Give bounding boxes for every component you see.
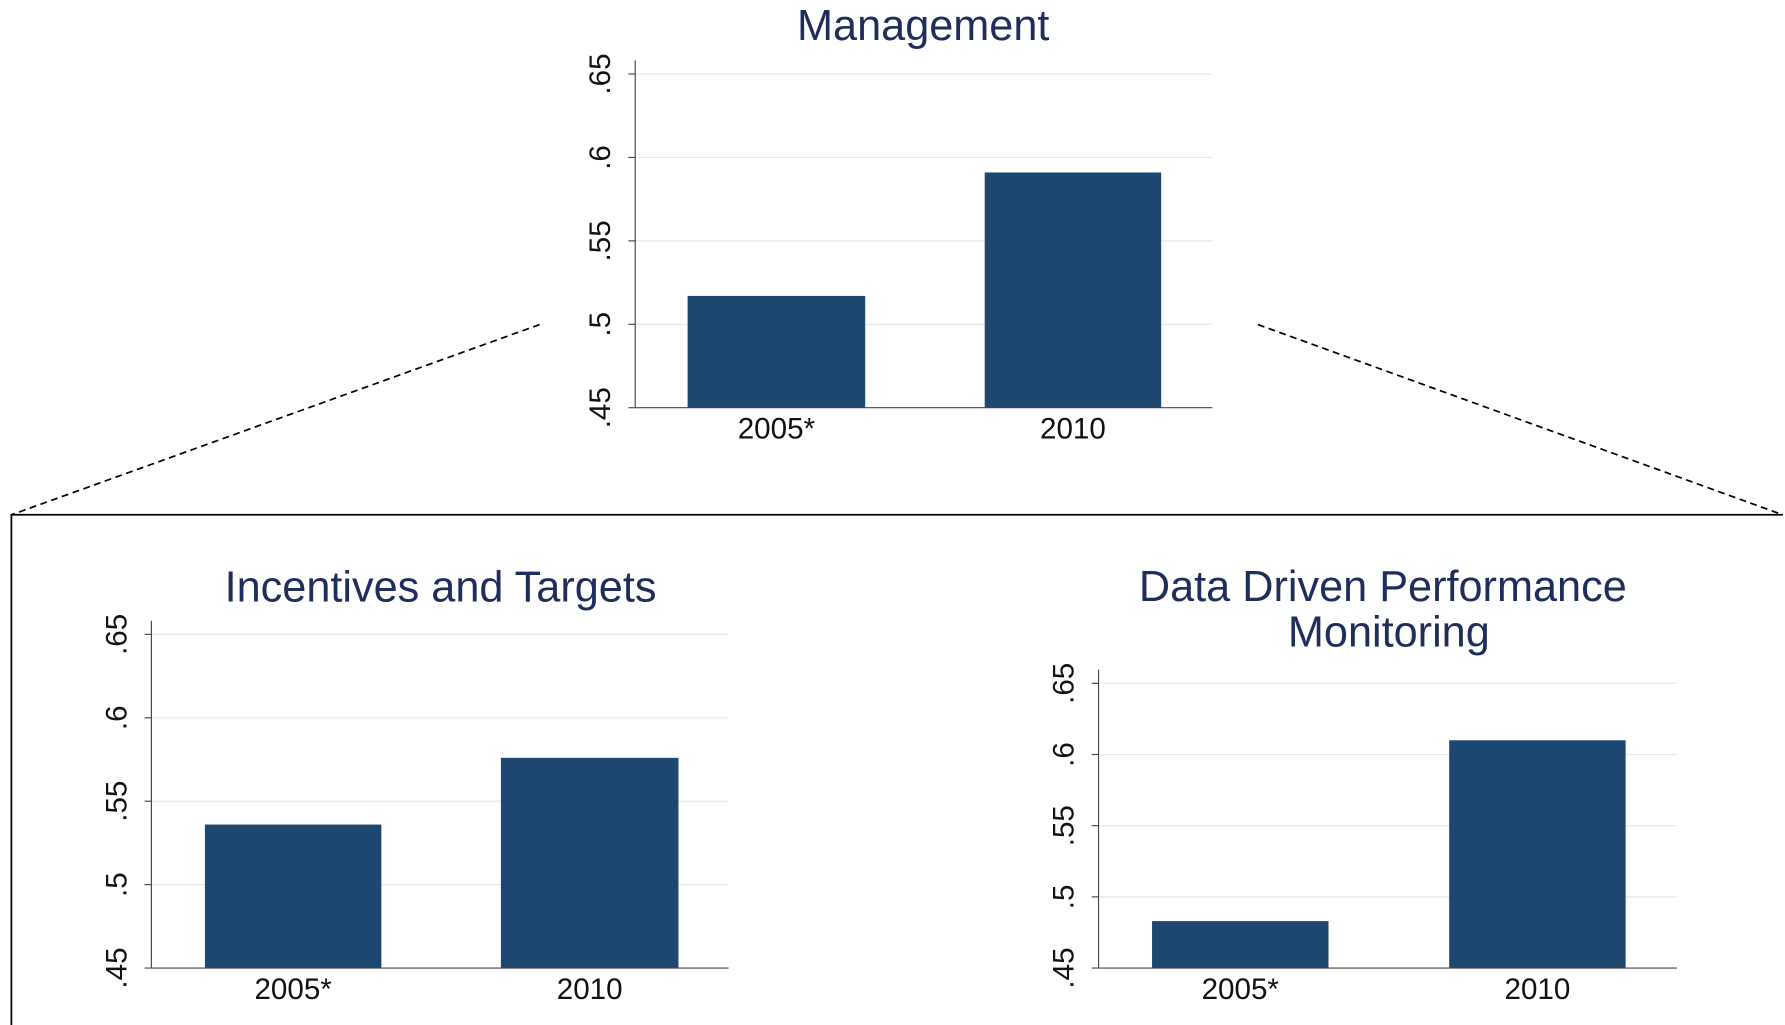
y-tick-label: .55 bbox=[1048, 805, 1081, 846]
y-tick-label: .45 bbox=[1048, 947, 1081, 988]
chart-title: Data Driven Performance Monitoring bbox=[1139, 563, 1639, 657]
bar bbox=[687, 295, 866, 408]
y-tick-label: .5 bbox=[584, 312, 617, 337]
y-tick-label: .6 bbox=[584, 145, 617, 170]
chart-title: Management bbox=[797, 2, 1049, 50]
y-tick-label: .45 bbox=[584, 387, 617, 428]
y-tick-label: .55 bbox=[584, 220, 617, 261]
x-tick-label: 2010 bbox=[1040, 412, 1106, 445]
connector bbox=[11, 323, 540, 516]
y-tick-label: .55 bbox=[100, 781, 133, 822]
y-tick-label: .65 bbox=[584, 53, 617, 94]
x-tick-label: 2010 bbox=[1504, 973, 1570, 1006]
x-tick-label: 2005* bbox=[1202, 973, 1280, 1006]
chart-title: Incentives and Targets bbox=[225, 563, 657, 611]
y-tick-label: .6 bbox=[1048, 742, 1081, 767]
x-tick-label: 2005* bbox=[738, 412, 816, 445]
x-tick-label: 2010 bbox=[557, 973, 623, 1006]
y-tick-label: .65 bbox=[100, 614, 133, 655]
y-tick-label: .65 bbox=[1048, 663, 1081, 704]
y-tick-label: .5 bbox=[100, 872, 133, 897]
connector bbox=[1257, 323, 1784, 516]
y-tick-label: .5 bbox=[1048, 885, 1081, 910]
x-tick-label: 2005* bbox=[254, 973, 332, 1006]
panel-frame bbox=[10, 513, 1783, 1025]
bar bbox=[1449, 740, 1626, 969]
bar bbox=[500, 757, 679, 969]
bar bbox=[1152, 921, 1329, 969]
y-tick-label: .45 bbox=[100, 947, 133, 988]
y-tick-label: .6 bbox=[100, 705, 133, 730]
bar bbox=[984, 172, 1162, 408]
bar bbox=[204, 824, 382, 969]
